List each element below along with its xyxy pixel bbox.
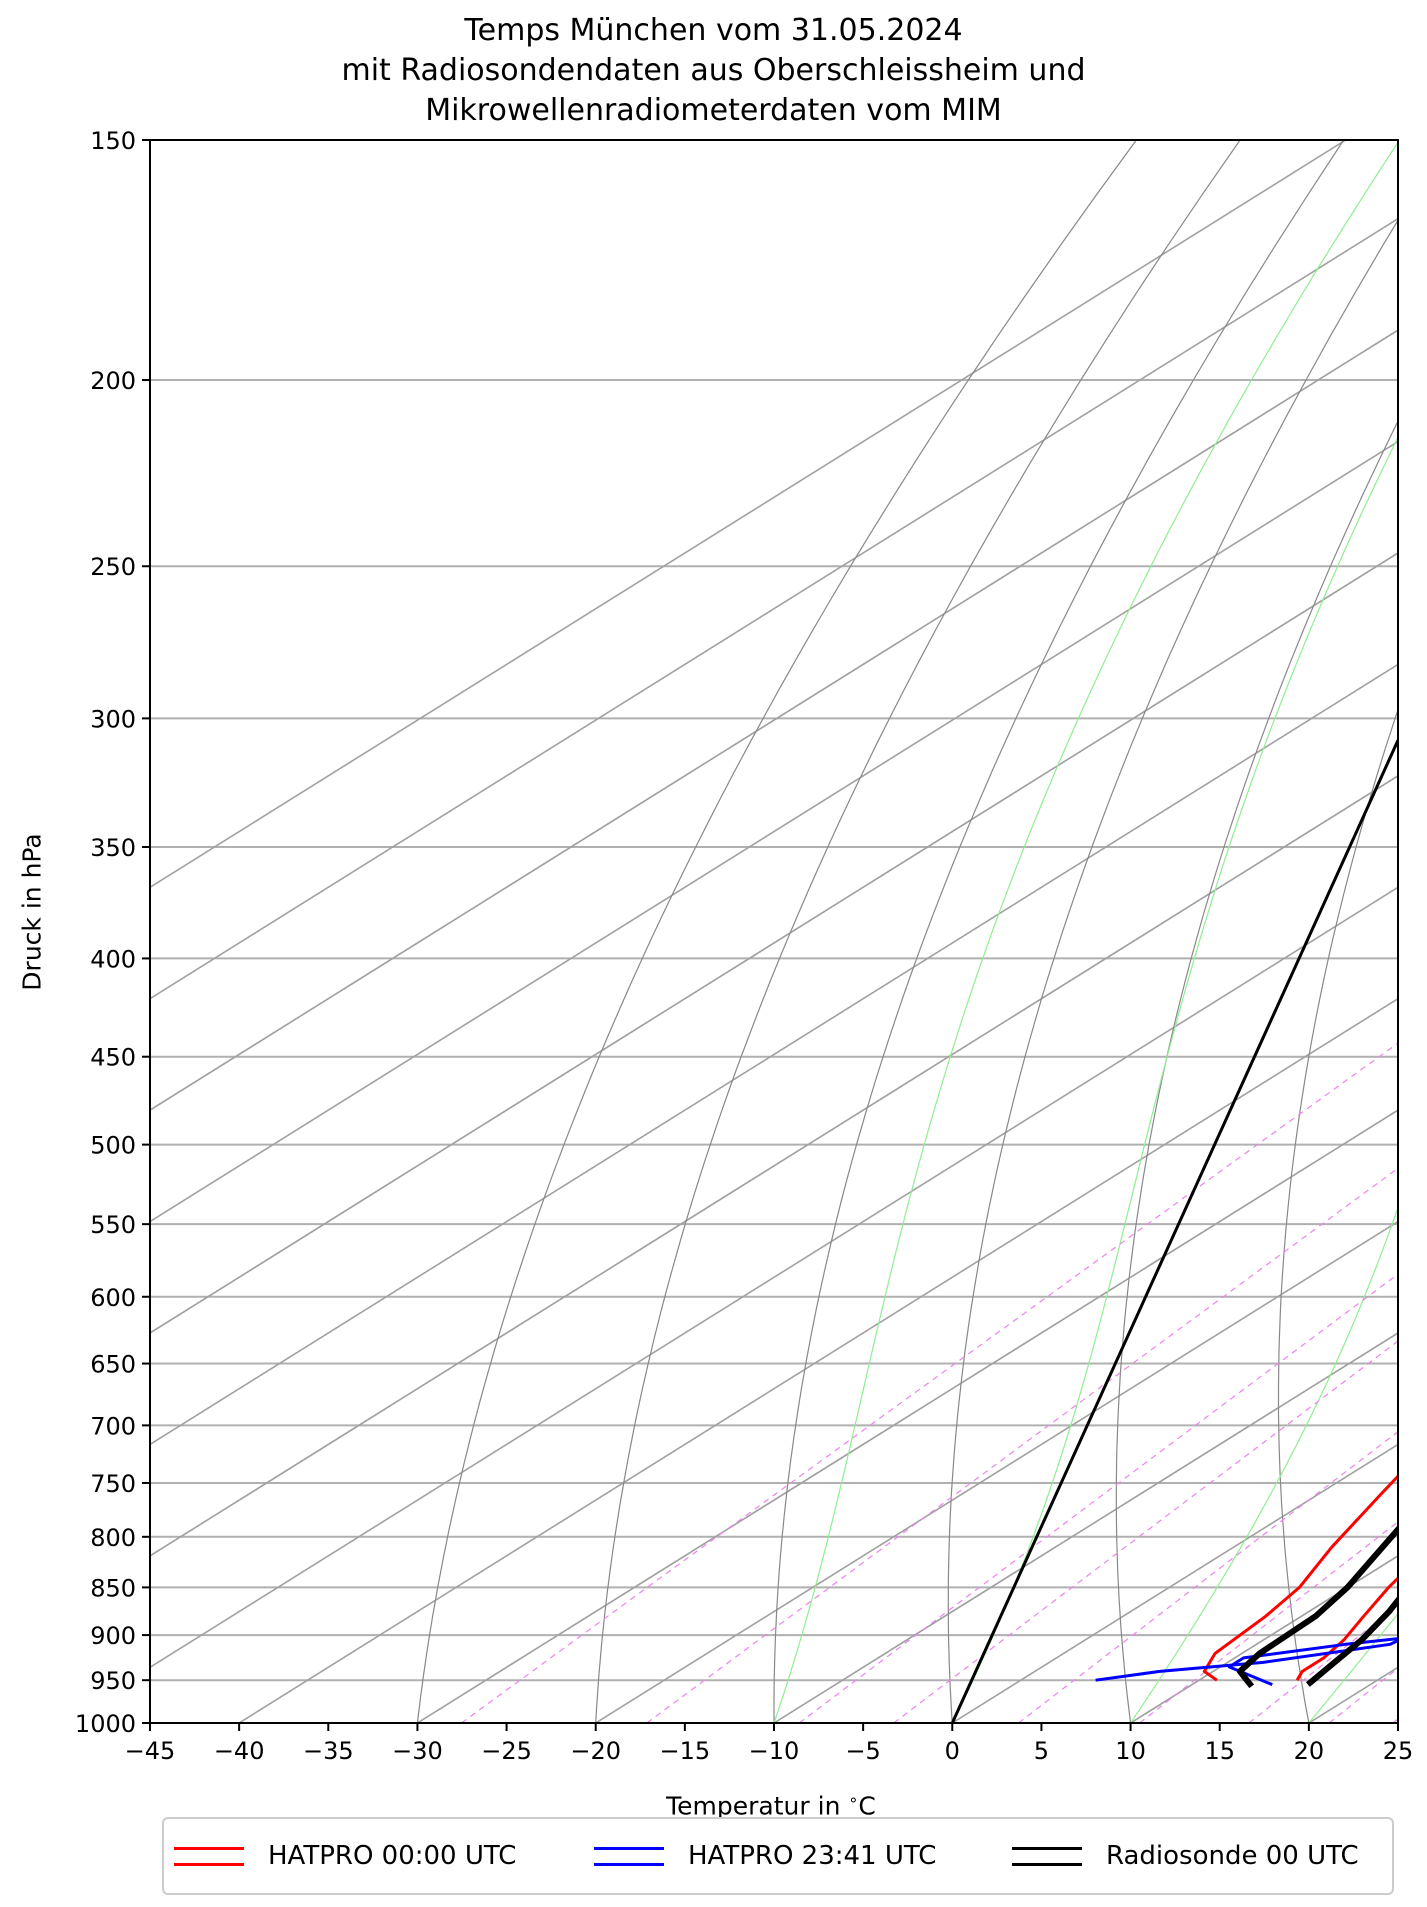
x-tick-label: 25 bbox=[1383, 1737, 1414, 1765]
isotherm-line bbox=[150, 663, 1398, 1446]
isotherm-line bbox=[773, 1332, 1398, 1723]
x-axis-label: Temperatur in ∘C bbox=[666, 1790, 876, 1821]
x-tick-label: −45 bbox=[125, 1737, 176, 1765]
skewt-chart: −45 −40 −35 −30 −25 −20 −15 −10 −5 0 5 10 15 20 25 150… bbox=[75, 127, 1414, 1765]
mixing-ratio-line bbox=[1018, 1430, 1398, 1723]
x-tick-label: −5 bbox=[845, 1737, 880, 1765]
y-axis: 150 200 250 300 350 400 450 500 550 600 650 700 750 8… bbox=[75, 127, 150, 1738]
isotherm-line bbox=[150, 774, 1398, 1557]
legend-item-hatpro-2341: HATPRO 23:41 UTC bbox=[594, 1819, 936, 1893]
data-series bbox=[950, 739, 1398, 1723]
legend: HATPRO 00:00 UTC HATPRO 23:41 UTC Radios… bbox=[162, 1817, 1394, 1895]
dry-adiabat-line bbox=[595, 140, 1241, 1723]
isotherm-line bbox=[150, 329, 1398, 1112]
y-tick-label: 900 bbox=[90, 1622, 136, 1650]
moist-adiabat-line bbox=[1130, 1205, 1398, 1723]
mixing-ratio-line bbox=[893, 1340, 1398, 1723]
moist-adiabat-line bbox=[773, 141, 1398, 1723]
legend-item-radiosonde: Radiosonde 00 UTC bbox=[1012, 1819, 1359, 1893]
legend-label: Radiosonde 00 UTC bbox=[1106, 1841, 1359, 1871]
x-tick-label: −30 bbox=[392, 1737, 443, 1765]
moist-adiabat-line bbox=[951, 436, 1398, 1723]
isotherm-line bbox=[238, 997, 1398, 1723]
legend-swatch-hatpro-0000 bbox=[174, 1841, 244, 1871]
isotherm-line bbox=[150, 440, 1398, 1223]
series-line-3 bbox=[1227, 1637, 1398, 1686]
x-axis: −45 −40 −35 −30 −25 −20 −15 −10 −5 0 5 10 15 20 25 bbox=[125, 1723, 1414, 1765]
x-tick-label: 20 bbox=[1294, 1737, 1325, 1765]
legend-label: HATPRO 23:41 UTC bbox=[688, 1841, 937, 1871]
x-tick-label: −15 bbox=[660, 1737, 711, 1765]
x-tick-label: −20 bbox=[570, 1737, 621, 1765]
legend-swatch-hatpro-2341 bbox=[594, 1841, 664, 1871]
dry-adiabat-line bbox=[773, 140, 1345, 1723]
series-line-1 bbox=[1295, 1576, 1398, 1681]
isotherm-line bbox=[150, 552, 1398, 1334]
dry-adiabat-line bbox=[1115, 419, 1398, 1723]
isotherm-line bbox=[416, 1109, 1398, 1723]
y-tick-label: 700 bbox=[90, 1412, 136, 1440]
series-line-7 bbox=[950, 739, 1398, 1723]
x-tick-label: 15 bbox=[1204, 1737, 1235, 1765]
dry-adiabat-line bbox=[416, 140, 1137, 1723]
y-tick-label: 450 bbox=[90, 1044, 136, 1072]
y-tick-label: 850 bbox=[90, 1574, 136, 1602]
legend-swatch-radiosonde bbox=[1012, 1841, 1082, 1871]
series-line-0 bbox=[1202, 1474, 1398, 1682]
y-tick-label: 1000 bbox=[75, 1710, 136, 1738]
x-tick-label: −10 bbox=[749, 1737, 800, 1765]
y-tick-label: 250 bbox=[90, 553, 136, 581]
y-tick-label: 150 bbox=[90, 127, 136, 155]
x-tick-label: 0 bbox=[945, 1737, 960, 1765]
isotherm-line bbox=[150, 217, 1398, 1000]
y-tick-label: 650 bbox=[90, 1351, 136, 1379]
plot-frame bbox=[149, 139, 1399, 1724]
x-tick-label: −35 bbox=[303, 1737, 354, 1765]
isotherm-line bbox=[150, 886, 1398, 1669]
isotherm-line bbox=[150, 140, 1347, 889]
y-tick-label: 350 bbox=[90, 834, 136, 862]
mixing-ratio-line bbox=[1328, 1667, 1398, 1723]
y-tick-label: 200 bbox=[90, 367, 136, 395]
y-tick-label: 550 bbox=[90, 1211, 136, 1239]
chart-title-line-3: Mikrowellenradiometerdaten vom MIM bbox=[425, 93, 1002, 128]
y-axis-label: Druck in hPa bbox=[17, 833, 47, 991]
y-tick-label: 800 bbox=[90, 1524, 136, 1552]
isotherm-line bbox=[951, 1443, 1398, 1723]
y-tick-label: 500 bbox=[90, 1132, 136, 1160]
x-tick-label: −40 bbox=[214, 1737, 265, 1765]
y-tick-label: 300 bbox=[90, 705, 136, 733]
mixing-ratio-line bbox=[461, 1042, 1398, 1723]
mixing-ratio-line bbox=[798, 1273, 1398, 1723]
mixing-ratio-line bbox=[646, 1167, 1398, 1723]
y-tick-label: 400 bbox=[90, 945, 136, 973]
y-tick-label: 750 bbox=[90, 1470, 136, 1498]
x-tick-label: 10 bbox=[1115, 1737, 1146, 1765]
isotherm-line bbox=[595, 1220, 1398, 1723]
y-tick-label: 950 bbox=[90, 1667, 136, 1695]
isotherm-line bbox=[1130, 1554, 1398, 1723]
dry-adiabat-line bbox=[947, 219, 1398, 1723]
chart-title-line-1: Temps München vom 31.05.2024 bbox=[464, 13, 963, 48]
chart-title-line-2: mit Radiosondendaten aus Oberschleisshei… bbox=[341, 53, 1086, 88]
background-lines bbox=[150, 140, 1398, 1723]
legend-label: HATPRO 00:00 UTC bbox=[268, 1841, 517, 1871]
x-tick-label: −25 bbox=[481, 1737, 532, 1765]
dry-adiabat-line bbox=[1277, 707, 1398, 1723]
series-line-5 bbox=[1305, 1595, 1398, 1687]
legend-item-hatpro-0000: HATPRO 00:00 UTC bbox=[174, 1819, 516, 1893]
x-tick-label: 5 bbox=[1034, 1737, 1049, 1765]
y-tick-label: 600 bbox=[90, 1284, 136, 1312]
